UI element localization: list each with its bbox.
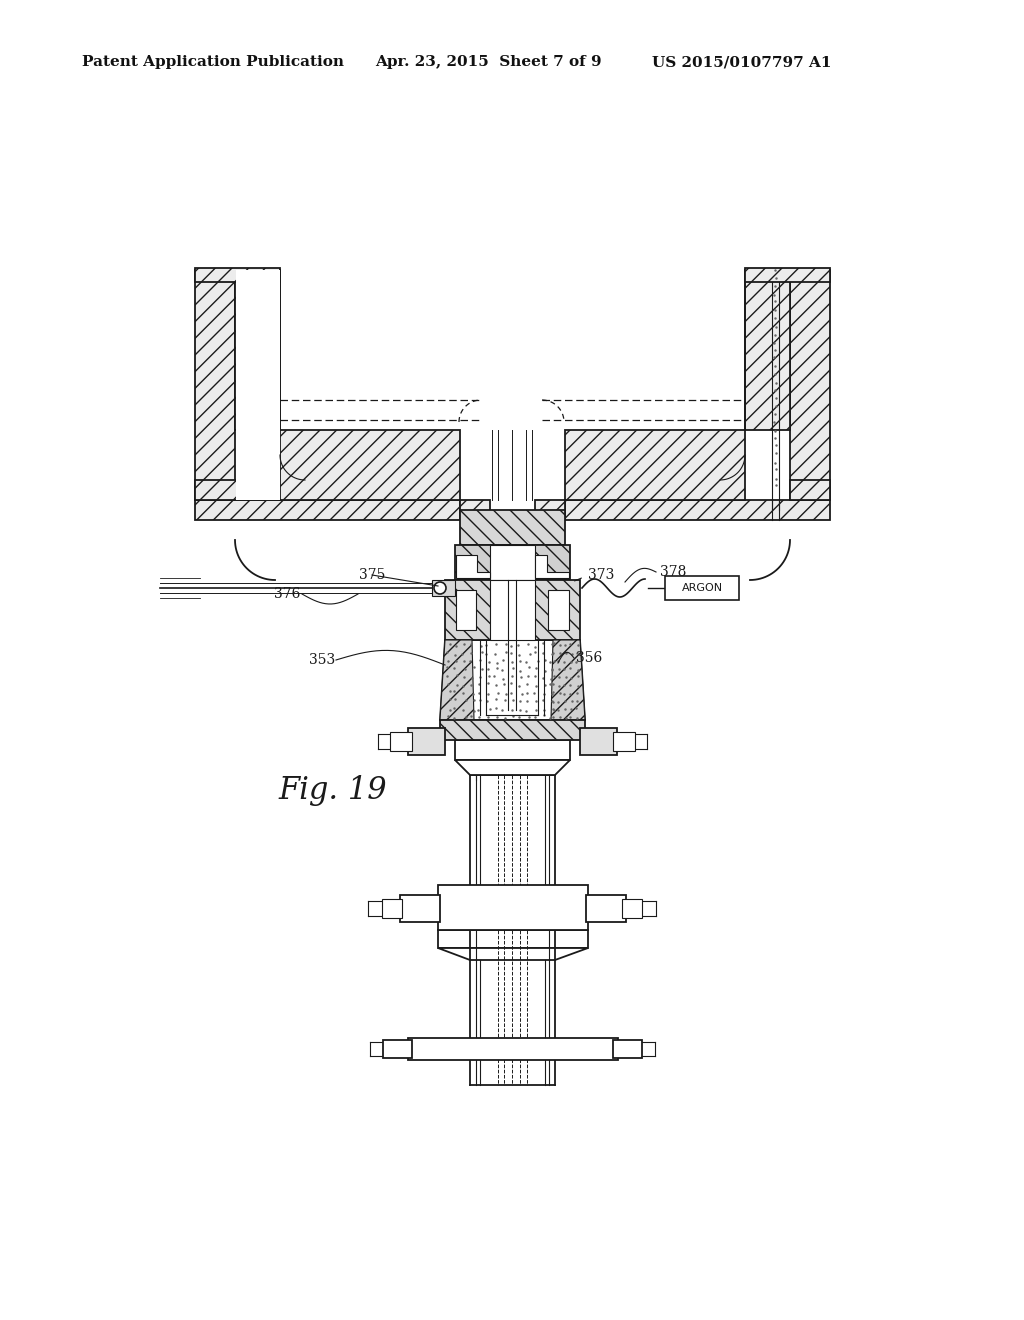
Polygon shape	[565, 500, 830, 520]
Polygon shape	[195, 500, 460, 520]
Text: Fig. 19: Fig. 19	[278, 775, 387, 805]
Polygon shape	[390, 733, 412, 751]
Polygon shape	[455, 741, 570, 760]
Polygon shape	[456, 554, 490, 578]
Text: 373: 373	[588, 568, 614, 582]
Polygon shape	[438, 948, 588, 960]
Text: Apr. 23, 2015  Sheet 7 of 9: Apr. 23, 2015 Sheet 7 of 9	[375, 55, 602, 69]
Polygon shape	[565, 430, 745, 500]
Polygon shape	[460, 510, 565, 545]
Polygon shape	[460, 500, 490, 520]
Polygon shape	[445, 579, 580, 640]
Polygon shape	[440, 640, 585, 719]
Polygon shape	[455, 760, 570, 775]
Text: 353: 353	[309, 653, 335, 667]
Polygon shape	[280, 430, 460, 500]
Polygon shape	[234, 271, 280, 430]
Polygon shape	[383, 1040, 412, 1059]
Polygon shape	[408, 1038, 618, 1060]
Polygon shape	[535, 554, 569, 578]
Polygon shape	[408, 729, 445, 755]
Polygon shape	[622, 899, 642, 917]
Text: Patent Application Publication: Patent Application Publication	[82, 55, 344, 69]
Circle shape	[434, 582, 446, 594]
Polygon shape	[438, 931, 588, 948]
Bar	[236, 271, 280, 500]
Polygon shape	[440, 719, 585, 741]
Polygon shape	[195, 271, 234, 500]
Polygon shape	[432, 579, 455, 597]
Polygon shape	[382, 899, 402, 917]
Polygon shape	[400, 895, 440, 921]
Polygon shape	[790, 480, 830, 500]
Polygon shape	[490, 579, 535, 640]
Text: 376: 376	[273, 587, 300, 601]
Text: ARGON: ARGON	[681, 583, 723, 593]
Text: 375: 375	[358, 568, 385, 582]
Polygon shape	[613, 733, 635, 751]
Text: US 2015/0107797 A1: US 2015/0107797 A1	[652, 55, 831, 69]
Bar	[234, 271, 280, 430]
Polygon shape	[580, 729, 617, 755]
Polygon shape	[551, 640, 585, 719]
Polygon shape	[456, 590, 476, 630]
Polygon shape	[438, 884, 588, 931]
Polygon shape	[455, 545, 570, 579]
Polygon shape	[195, 480, 280, 500]
Polygon shape	[745, 268, 830, 282]
Polygon shape	[548, 590, 569, 630]
Polygon shape	[745, 271, 790, 430]
Polygon shape	[535, 500, 565, 520]
Polygon shape	[490, 545, 535, 579]
Polygon shape	[440, 640, 474, 719]
Polygon shape	[790, 271, 830, 500]
Polygon shape	[195, 268, 280, 282]
Text: 356: 356	[575, 651, 602, 665]
FancyBboxPatch shape	[665, 576, 739, 601]
Text: 378: 378	[660, 565, 686, 579]
Polygon shape	[613, 1040, 642, 1059]
Polygon shape	[586, 895, 626, 921]
